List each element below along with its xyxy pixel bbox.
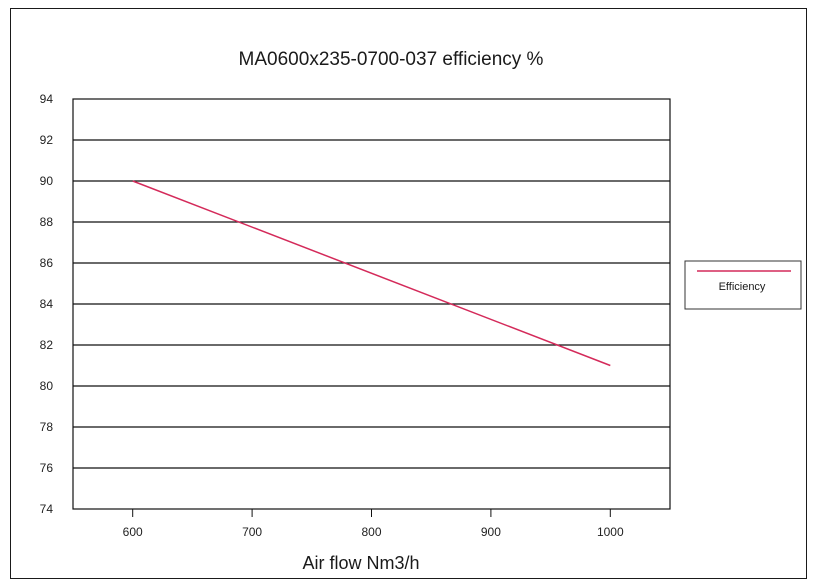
y-tick-label: 88 [40,215,54,229]
y-tick-label: 90 [40,174,54,188]
y-tick-label: 76 [40,461,54,475]
x-axis-ticks: 600 700 800 900 1000 [123,509,624,539]
x-tick-label: 600 [123,525,143,539]
legend-label-efficiency: Efficiency [719,281,766,293]
grid-lines [73,139,670,469]
y-axis-ticks: 94 92 90 88 86 84 82 80 78 76 74 [40,92,54,516]
y-tick-label: 80 [40,379,54,393]
series-line-efficiency [132,180,611,367]
x-tick-label: 700 [242,525,262,539]
series-lines [132,180,611,367]
y-tick-label: 86 [40,256,54,270]
x-tick-label: 1000 [597,525,624,539]
legend: Efficiency [684,260,802,310]
y-tick-label: 94 [40,92,54,106]
y-tick-label: 84 [40,297,54,311]
y-tick-label: 82 [40,338,54,352]
legend-box [684,260,802,310]
y-tick-label: 74 [40,502,54,516]
x-tick-label: 900 [481,525,501,539]
chart-title: MA0600x235-0700-037 efficiency % [239,49,544,70]
efficiency-chart: MA0600x235-0700-037 efficiency % 94 92 90 8… [40,49,802,573]
x-axis-title: Air flow Nm3/h [302,553,419,573]
y-tick-label: 92 [40,133,54,147]
chart-frame: MA0600x235-0700-037 efficiency % 94 92 90 8… [10,8,807,579]
x-tick-label: 800 [361,525,381,539]
y-tick-label: 78 [40,420,54,434]
